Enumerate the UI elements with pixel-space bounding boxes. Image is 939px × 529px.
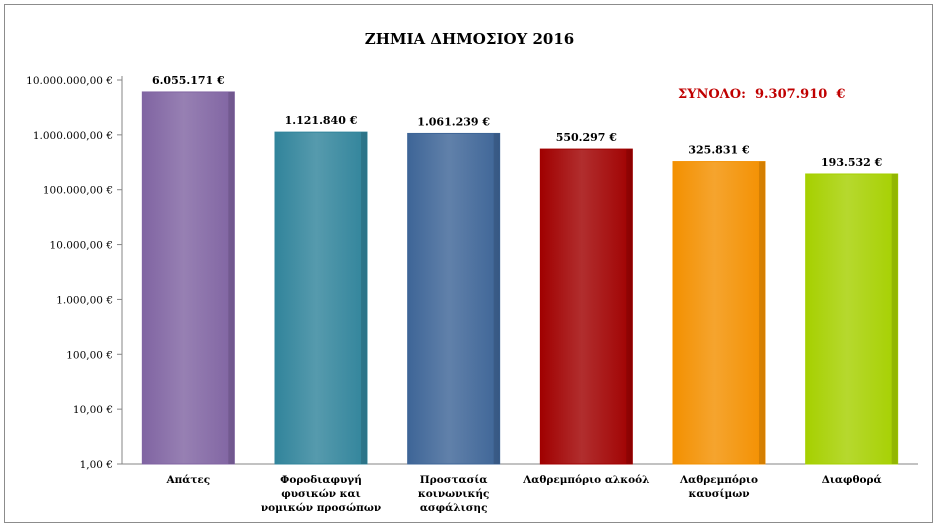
category-label-line: Φοροδιαφυγή [280,474,362,486]
category-label: Λαθρεμπόριο καυσίμων [653,473,785,501]
bar [141,91,235,465]
bar-shade [228,91,235,465]
bar-shade [493,133,500,464]
category-label-line: Λαθρεμπόριο [679,474,759,486]
category-label: Λαθρεμπόριο αλκοόλ [520,473,652,487]
bar-value-label: 550.297 € [556,131,618,144]
bar-value-label: 1.121.840 € [285,114,358,127]
bar-shade [626,149,633,464]
category-label-line: ασφάλισης [419,502,488,514]
bar [274,131,368,465]
category-label-line: νομικών προσώπων [260,502,382,514]
y-tick-label: 1.000,00 € [56,294,113,306]
category-label: Διαφθορά [786,473,918,487]
bar-shade [361,132,367,464]
category-label-line: κοινωνικής [417,488,490,500]
category-label-line: καυσίμων [688,488,750,500]
total-value-text: 9.307.910 € [754,87,846,102]
category-label-line: Λαθρεμπόριο αλκοόλ [523,474,650,486]
y-tick-label: 10.000,00 € [50,240,113,252]
y-tick-label: 10.000.000,00 € [26,75,113,87]
y-tick-label: 100,00 € [66,349,113,361]
y-tick-label: 100.000,00 € [43,185,113,197]
bar-shade [891,173,898,465]
bar-value-label: 1.061.239 € [417,115,490,128]
total-label-text: ΣΥΝΟΛΟ: [678,87,746,102]
category-label: Απάτες [122,473,254,487]
bar [805,173,899,465]
category-label: Φοροδιαφυγή φυσικών και νομικών προσώπων [255,473,387,515]
y-tick-label: 10,00 € [73,404,113,416]
category-label-line: φυσικών και [281,488,361,500]
category-label-line: Απάτες [166,474,211,486]
total-annotation: ΣΥΝΟΛΟ: 9.307.910 € [678,87,845,102]
y-tick-label: 1.000.000,00 € [33,130,113,142]
category-label-line: Προστασία [419,474,488,486]
category-label-line: Διαφθορά [821,474,882,486]
bar [539,148,633,465]
bar-shade [759,161,765,464]
chart-title: ΖΗΜΙΑ ΔΗΜΟΣΙΟΥ 2016 [364,30,575,48]
y-tick-label: 1,00 € [80,459,113,471]
bar-value-label: 325.831 € [688,144,750,157]
bar-value-label: 6.055.171 € [152,74,225,87]
bar [672,161,766,465]
bar-value-label: 193.532 € [821,156,883,169]
category-label: Προστασία κοινωνικής ασφάλισης [388,473,520,515]
bar [407,132,501,465]
